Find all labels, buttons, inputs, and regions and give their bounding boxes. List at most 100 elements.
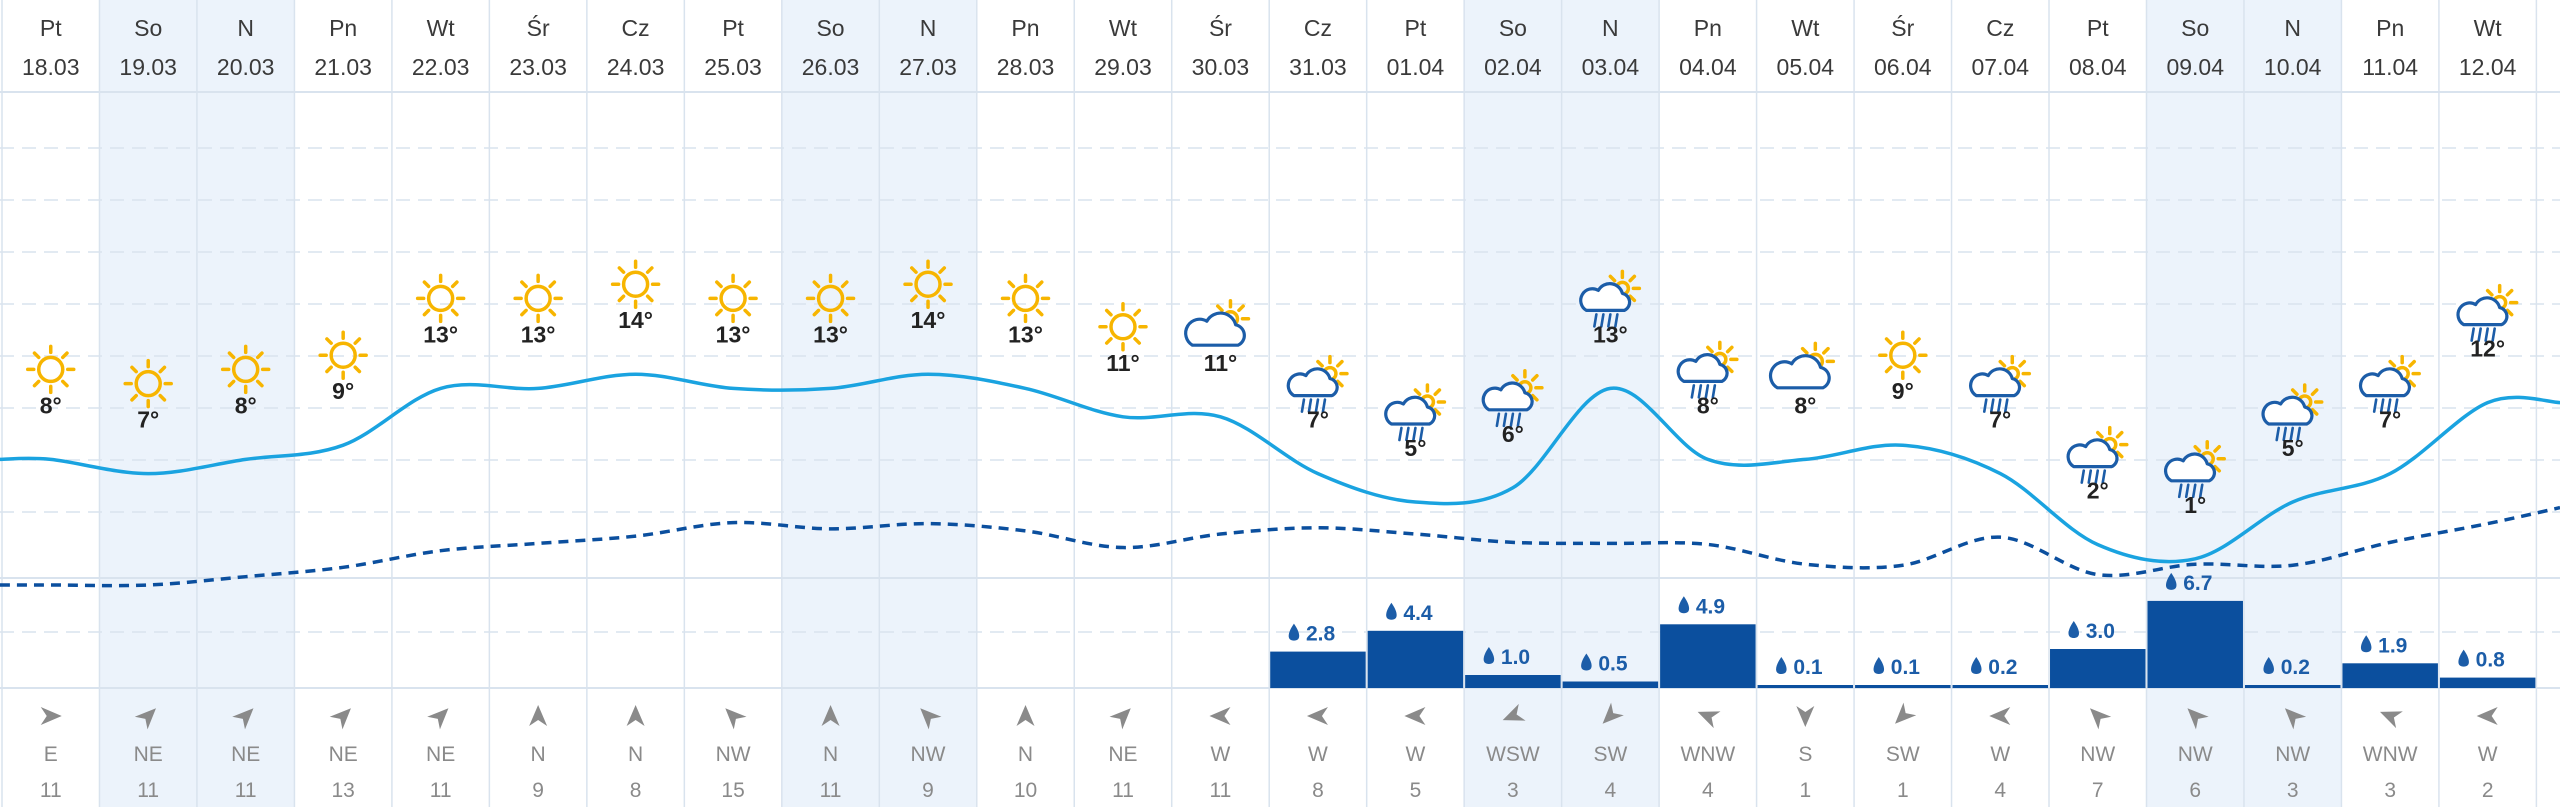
droplet-icon xyxy=(2263,657,2274,674)
wind-speed: 1 xyxy=(1897,779,1909,802)
day-date: 06.04 xyxy=(1874,54,1932,80)
rain-icon xyxy=(1969,354,2032,413)
precip-value: 0.1 xyxy=(1891,656,1921,679)
wind-speed: 3 xyxy=(1507,779,1519,802)
day-date: 27.03 xyxy=(899,54,957,80)
wind-speed: 11 xyxy=(820,779,842,802)
wind-arrow-icon xyxy=(821,705,840,726)
day-name: So xyxy=(2181,15,2209,41)
precip-bar xyxy=(1660,624,1756,688)
day-name: Pn xyxy=(1011,15,1039,41)
sun-icon xyxy=(25,344,76,395)
day-name: Śr xyxy=(1209,14,1232,41)
rain-icon xyxy=(1384,383,1447,442)
wind-direction: N xyxy=(823,743,838,766)
wind-arrow-icon xyxy=(2476,707,2498,725)
day-name: Cz xyxy=(1986,15,2014,41)
wind-arrow-icon xyxy=(1016,705,1035,726)
wind-speed: 9 xyxy=(922,779,934,802)
temperature-label: 12° xyxy=(2470,336,2505,362)
wind-direction: NW xyxy=(911,743,946,766)
wind-direction: W xyxy=(1308,743,1328,766)
precip-value: 4.9 xyxy=(1696,595,1725,618)
temperature-label: 8° xyxy=(40,392,62,418)
droplet-icon xyxy=(2068,621,2080,638)
sun-icon xyxy=(220,344,271,395)
day-name: Śr xyxy=(1891,14,1914,41)
day-date: 25.03 xyxy=(704,54,762,80)
sun-icon xyxy=(1878,330,1928,380)
wind-speed: 11 xyxy=(1112,779,1134,802)
droplet-icon xyxy=(1581,653,1592,671)
precip-label: 2.8 xyxy=(1288,623,1335,646)
day-date: 30.03 xyxy=(1192,54,1250,80)
temperature-label: 5° xyxy=(1404,435,1426,461)
day-name: Pt xyxy=(2087,15,2109,41)
rain-icon xyxy=(2163,440,2226,499)
wind-speed: 9 xyxy=(532,779,544,802)
day-name: Cz xyxy=(1304,15,1332,41)
droplet-icon xyxy=(1678,596,1690,614)
wind-direction: NE xyxy=(426,743,455,766)
day-name: Pn xyxy=(1694,15,1722,41)
temperature-label: 7° xyxy=(1989,407,2011,433)
wind-direction: NE xyxy=(329,743,358,766)
precip-bar xyxy=(1270,651,1366,688)
wind-speed: 11 xyxy=(137,779,159,802)
precip-value: 1.0 xyxy=(1501,646,1530,669)
precip-value: 0.1 xyxy=(1793,656,1823,679)
sun-icon xyxy=(903,259,953,309)
wind-direction: N xyxy=(1018,743,1033,766)
temperature-label: 7° xyxy=(1307,407,1329,433)
rain-icon xyxy=(2261,383,2324,442)
precip-bar xyxy=(1855,685,1951,688)
droplet-icon xyxy=(1776,657,1787,674)
wind-arrow-icon xyxy=(529,705,548,726)
precip-label: 6.7 xyxy=(2165,572,2212,595)
temperature-label: 8° xyxy=(235,392,257,418)
weekend-column xyxy=(781,0,880,807)
precip-label: 0.1 xyxy=(1776,656,1823,679)
wind-arrow-icon xyxy=(40,707,62,725)
precip-label: 3.0 xyxy=(2068,620,2115,643)
day-name: Cz xyxy=(622,15,650,41)
wind-speed: 11 xyxy=(40,779,62,802)
sun-icon xyxy=(805,273,856,324)
wind-direction: NE xyxy=(1108,743,1137,766)
sun-icon xyxy=(123,358,173,409)
precip-label: 0.8 xyxy=(2458,649,2505,672)
rain-icon xyxy=(2066,425,2129,484)
temperature-label: 8° xyxy=(1794,392,1816,418)
wind-speed: 4 xyxy=(1702,779,1714,802)
day-date: 12.04 xyxy=(2459,54,2517,80)
day-date: 31.03 xyxy=(1289,54,1347,80)
temperature-line xyxy=(0,372,2560,564)
day-name: N xyxy=(2284,15,2301,41)
wind-direction: NW xyxy=(2178,743,2213,766)
wind-speed: 13 xyxy=(331,779,354,802)
day-date: 01.04 xyxy=(1387,54,1445,80)
wind-direction: W xyxy=(1406,743,1426,766)
day-name: Pt xyxy=(40,15,62,41)
cloud-sun-icon xyxy=(1184,299,1251,347)
wind-arrow-icon xyxy=(1697,711,1721,729)
day-name: N xyxy=(237,15,254,41)
wind-speed: 6 xyxy=(2189,779,2201,802)
sun-icon xyxy=(1000,273,1051,324)
day-date: 10.04 xyxy=(2264,54,2322,80)
sun-icon xyxy=(708,273,758,324)
sun-icon xyxy=(513,273,563,324)
temperature-label: 7° xyxy=(2379,407,2401,433)
wind-speed: 8 xyxy=(1312,779,1324,802)
precip-bar xyxy=(1367,630,1464,688)
precip-value: 0.8 xyxy=(2476,649,2506,672)
wind-direction: N xyxy=(628,743,643,766)
wind-speed: 15 xyxy=(721,779,744,802)
wind-arrow-icon xyxy=(1796,706,1815,727)
wind-arrow-icon xyxy=(2379,711,2403,729)
rain-icon xyxy=(2456,283,2519,342)
temperature-label: 11° xyxy=(1204,350,1238,376)
wind-direction: SW xyxy=(1886,743,1920,766)
sun-icon xyxy=(415,273,466,324)
